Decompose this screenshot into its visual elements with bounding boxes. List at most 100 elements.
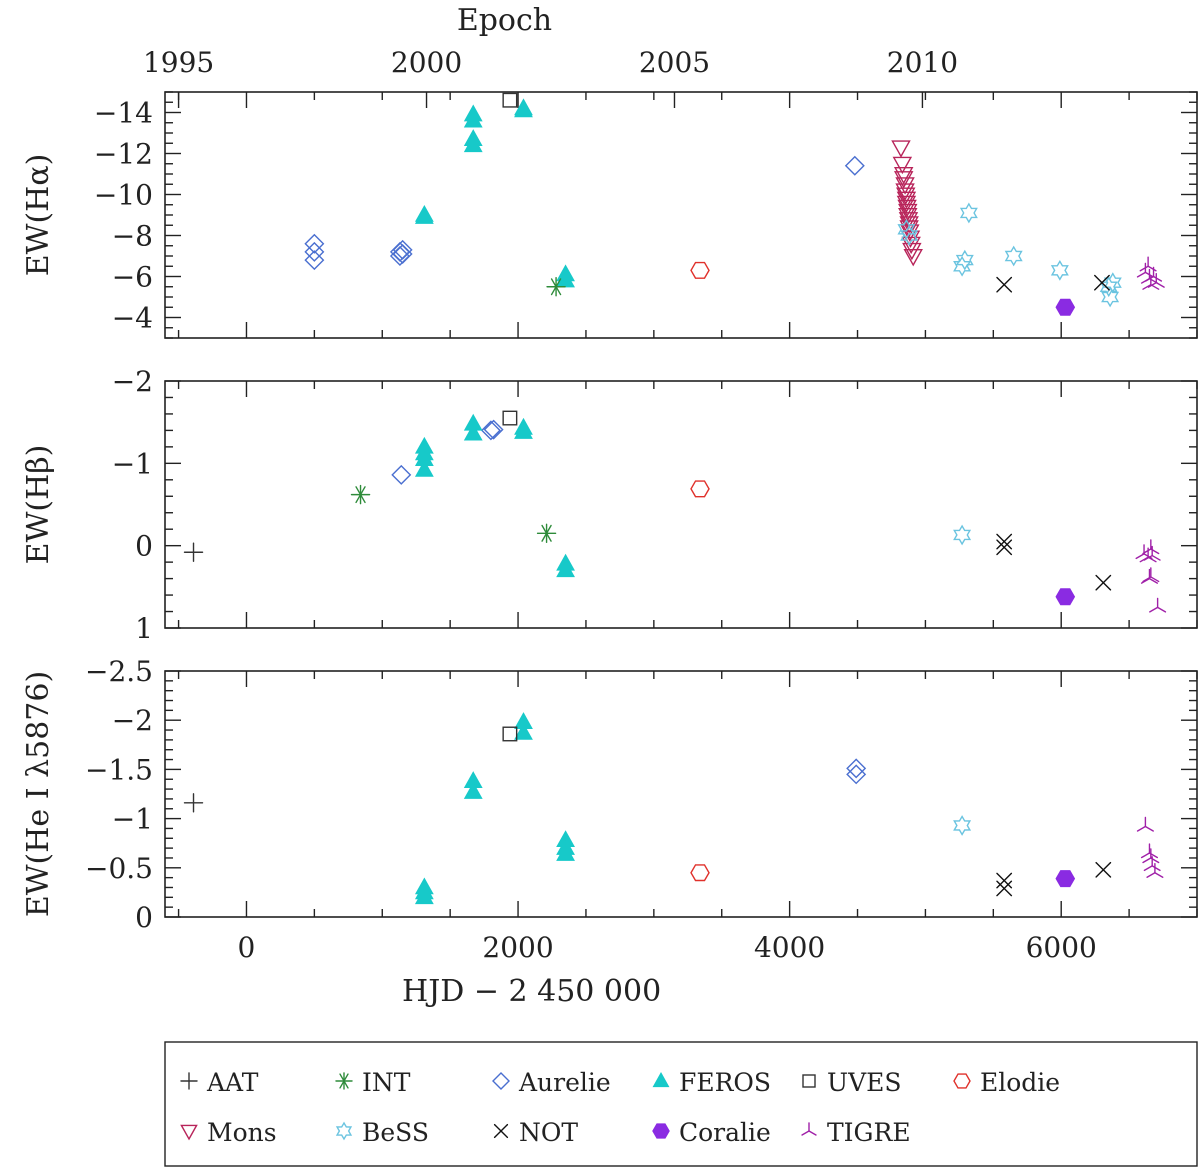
data-point bbox=[996, 539, 1013, 556]
data-point bbox=[1095, 861, 1112, 878]
series-uves bbox=[502, 726, 518, 742]
legend-marker bbox=[335, 1121, 353, 1141]
data-point bbox=[1142, 539, 1160, 555]
y-tick-label: 1 bbox=[135, 612, 153, 645]
plot-frame bbox=[164, 91, 1198, 339]
data-point bbox=[844, 155, 865, 176]
data-point bbox=[392, 243, 413, 264]
series-bess bbox=[953, 524, 972, 546]
data-point bbox=[502, 726, 518, 742]
data-point bbox=[891, 140, 911, 158]
data-point bbox=[536, 523, 557, 544]
data-point bbox=[1146, 863, 1164, 878]
series-aat bbox=[183, 793, 204, 813]
legend-entry-aat: AAT bbox=[180, 1068, 259, 1097]
data-point bbox=[893, 166, 914, 185]
data-point bbox=[1145, 266, 1163, 282]
data-point bbox=[690, 261, 710, 279]
series-bess bbox=[897, 202, 1122, 308]
y-tick-label: −4 bbox=[112, 302, 153, 335]
legend-marker bbox=[953, 1073, 971, 1089]
series-elodie bbox=[690, 864, 710, 882]
data-point bbox=[996, 276, 1013, 293]
series-coralie bbox=[1055, 588, 1076, 606]
data-point bbox=[304, 250, 325, 271]
data-point bbox=[183, 793, 204, 813]
series-coralie bbox=[1055, 298, 1076, 316]
data-point bbox=[959, 202, 978, 224]
legend-marker bbox=[652, 1123, 670, 1139]
series-uves bbox=[502, 410, 518, 426]
y-tick-label: −12 bbox=[94, 138, 153, 171]
legend-entry-int: INT bbox=[335, 1068, 411, 1097]
data-point bbox=[556, 560, 575, 578]
legend-marker bbox=[180, 1124, 198, 1141]
data-point bbox=[1004, 245, 1023, 267]
series-aat bbox=[183, 542, 204, 562]
data-point bbox=[1103, 272, 1122, 294]
data-point bbox=[514, 98, 533, 116]
data-point bbox=[846, 764, 867, 785]
legend-label: Mons bbox=[207, 1118, 277, 1147]
legend-box bbox=[164, 1041, 1198, 1167]
data-point bbox=[556, 264, 575, 282]
legend-marker bbox=[492, 1072, 510, 1090]
legend-label: AAT bbox=[206, 1068, 259, 1097]
series-feros bbox=[414, 712, 575, 905]
series-elodie bbox=[690, 261, 710, 279]
data-point bbox=[996, 872, 1013, 889]
legend-marker bbox=[493, 1123, 509, 1139]
data-point bbox=[1143, 856, 1161, 872]
data-point bbox=[901, 236, 921, 255]
legend-label: Coralie bbox=[679, 1118, 771, 1147]
legend-marker bbox=[652, 1071, 670, 1088]
legend-entry-not: NOT bbox=[493, 1118, 578, 1147]
data-point bbox=[899, 220, 919, 238]
data-point bbox=[463, 782, 483, 799]
legend-label: BeSS bbox=[362, 1118, 429, 1147]
data-point bbox=[1136, 262, 1154, 278]
data-point bbox=[502, 410, 518, 426]
data-point bbox=[1055, 298, 1076, 316]
data-point bbox=[1143, 545, 1161, 561]
x-tick-label: 2000 bbox=[482, 931, 553, 964]
series-tigre bbox=[1136, 816, 1164, 878]
legend-marker bbox=[801, 1122, 817, 1136]
x-tick-label: 6000 bbox=[1026, 931, 1097, 964]
y-tick-label: −1 bbox=[112, 447, 153, 480]
data-point bbox=[953, 524, 972, 546]
series-int bbox=[546, 277, 566, 297]
data-point bbox=[1139, 256, 1157, 272]
data-point bbox=[902, 242, 922, 261]
data-point bbox=[846, 758, 867, 779]
data-point bbox=[892, 156, 913, 175]
data-point bbox=[897, 218, 916, 240]
y-tick-label: −10 bbox=[94, 179, 153, 212]
legend-entry-feros: FEROS bbox=[652, 1068, 771, 1097]
data-point bbox=[953, 815, 972, 836]
y-tick-label: −8 bbox=[112, 220, 153, 253]
y-tick-label: 0 bbox=[135, 530, 153, 563]
data-point bbox=[183, 542, 204, 562]
series-not bbox=[996, 861, 1112, 897]
legend-entry-coralie: Coralie bbox=[652, 1118, 771, 1147]
data-point bbox=[304, 241, 325, 262]
legend: AAT INT Aurelie FEROS UVES Elodie Mons BeSS NOT C… bbox=[164, 1041, 1198, 1167]
data-point bbox=[900, 225, 919, 246]
series-aurelie bbox=[846, 758, 867, 785]
data-point bbox=[391, 464, 412, 485]
data-point bbox=[304, 233, 325, 254]
series-tigre bbox=[1136, 256, 1165, 290]
top-axis-tick-label: 2010 bbox=[887, 46, 958, 79]
plot-frame bbox=[164, 670, 1198, 918]
series-aurelie bbox=[304, 155, 865, 271]
data-point bbox=[350, 484, 371, 505]
legend-label: FEROS bbox=[679, 1068, 771, 1097]
y-axis-label: EW(Hα) bbox=[21, 154, 56, 277]
legend-label: UVES bbox=[827, 1068, 902, 1097]
data-point bbox=[1101, 286, 1120, 308]
data-point bbox=[1140, 843, 1159, 859]
legend-entry-aurelie: Aurelie bbox=[492, 1068, 611, 1097]
x-axis-label: HJD − 2 450 000 bbox=[402, 974, 661, 1009]
